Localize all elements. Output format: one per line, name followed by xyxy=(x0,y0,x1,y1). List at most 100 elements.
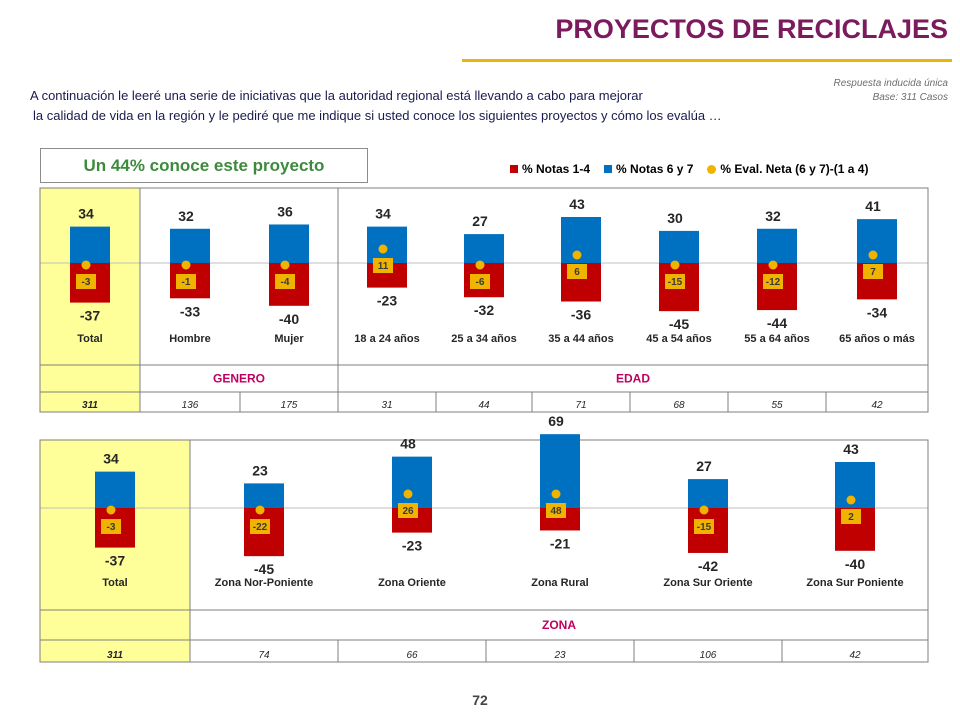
bar-positive xyxy=(170,228,210,263)
base-count: 311 xyxy=(82,400,98,411)
note-response-type: Respuesta inducida única xyxy=(833,78,948,89)
label-positive: 43 xyxy=(569,196,585,212)
net-value-box xyxy=(275,274,295,289)
category-label: 18 a 24 años xyxy=(354,333,419,345)
label-negative: -42 xyxy=(698,558,718,574)
net-value-box xyxy=(470,274,490,289)
label-positive: 27 xyxy=(696,458,712,474)
net-value-label: -4 xyxy=(281,277,290,288)
legend-item-positive: % Notas 6 y 7 xyxy=(604,162,693,176)
bar-positive xyxy=(392,456,432,508)
awareness-callout: Un 44% conoce este proyecto xyxy=(40,148,368,183)
category-label: 55 a 64 años xyxy=(744,333,809,345)
chart-legend: % Notas 1-4 % Notas 6 y 7 % Eval. Neta (… xyxy=(510,162,868,176)
net-value-label: 11 xyxy=(378,261,389,272)
net-value-label: -15 xyxy=(697,522,712,533)
net-dot xyxy=(181,260,191,270)
net-value-box xyxy=(694,519,714,534)
net-dot xyxy=(670,260,680,270)
category-label: Hombre xyxy=(169,333,211,345)
note-base: Base: 311 Casos xyxy=(872,92,948,103)
group-label: GENERO xyxy=(213,372,265,386)
legend-swatch-net xyxy=(707,164,717,174)
net-value-box xyxy=(863,264,883,279)
label-positive: 36 xyxy=(277,203,293,219)
net-value-box xyxy=(398,503,418,518)
base-count: 311 xyxy=(107,650,123,661)
net-value-box xyxy=(101,519,121,534)
net-dot xyxy=(572,250,582,260)
base-count: 136 xyxy=(182,400,199,411)
base-count: 31 xyxy=(381,400,392,411)
legend-swatch-negative xyxy=(510,165,518,173)
category-label: Zona Sur Oriente xyxy=(663,577,752,589)
bar-positive xyxy=(757,228,797,263)
label-positive: 69 xyxy=(548,413,564,429)
net-value-box xyxy=(76,274,96,289)
panel-frame xyxy=(39,439,929,663)
base-count: 42 xyxy=(871,400,883,411)
intro-text: A continuación le leeré una serie de ini… xyxy=(30,86,722,126)
net-value-label: -6 xyxy=(476,277,485,288)
label-negative: -21 xyxy=(550,535,570,551)
label-negative: -34 xyxy=(867,304,887,320)
label-positive: 41 xyxy=(865,198,881,214)
bar-positive xyxy=(659,230,699,263)
net-value-label: 7 xyxy=(870,267,876,278)
net-value-label: 26 xyxy=(402,506,414,517)
category-label: 45 a 54 años xyxy=(646,333,711,345)
label-negative: -32 xyxy=(474,302,494,318)
label-negative: -44 xyxy=(767,315,787,331)
category-label: 25 a 34 años xyxy=(451,333,516,345)
bar-positive xyxy=(269,224,309,263)
group-label: EDAD xyxy=(616,372,650,386)
label-positive: 30 xyxy=(667,210,683,226)
bar-positive xyxy=(464,234,504,263)
category-label: 65 años o más xyxy=(839,333,915,345)
base-count: 106 xyxy=(700,650,717,661)
net-value-label: -3 xyxy=(82,277,91,288)
label-positive: 23 xyxy=(252,462,268,478)
bar-positive xyxy=(70,226,110,263)
label-positive: 27 xyxy=(472,213,488,229)
bar-positive xyxy=(688,479,728,508)
net-value-label: 6 xyxy=(574,267,580,278)
net-dot xyxy=(475,260,485,270)
page-title: PROYECTOS DE RECICLAJES xyxy=(555,14,948,44)
net-value-label: -22 xyxy=(253,522,268,533)
base-count: 55 xyxy=(771,400,783,411)
label-negative: -45 xyxy=(669,316,689,332)
category-label: Total xyxy=(102,577,127,589)
label-negative: -37 xyxy=(105,553,125,569)
legend-swatch-positive xyxy=(604,165,613,173)
legend-label-positive: % Notas 6 y 7 xyxy=(616,162,694,176)
bar-positive xyxy=(367,226,407,263)
legend-label-negative: % Notas 1-4 xyxy=(522,162,591,176)
legend-label-net: % Eval. Neta (6 y 7)-(1 a 4) xyxy=(720,162,869,176)
label-negative: -23 xyxy=(377,293,397,309)
base-count: 71 xyxy=(575,400,586,411)
net-value-box xyxy=(841,509,861,524)
base-note: Respuesta inducida única Base: 311 Casos xyxy=(833,77,948,105)
net-dot xyxy=(868,250,878,260)
net-dot xyxy=(846,495,856,505)
net-value-label: -12 xyxy=(766,277,781,288)
category-label: Mujer xyxy=(274,333,304,345)
net-dot xyxy=(551,489,561,499)
label-negative: -37 xyxy=(80,308,100,324)
intro-line-1: A continuación le leeré una serie de ini… xyxy=(30,88,643,103)
net-value-label: -15 xyxy=(668,277,683,288)
net-value-box xyxy=(665,274,685,289)
label-positive: 32 xyxy=(178,208,194,224)
net-value-label: 48 xyxy=(550,506,562,517)
net-value-box xyxy=(763,274,783,289)
label-positive: 43 xyxy=(843,441,859,457)
label-negative: -36 xyxy=(571,307,591,323)
label-negative: -40 xyxy=(279,311,299,327)
label-positive: 48 xyxy=(400,436,416,452)
net-dot xyxy=(403,489,413,499)
legend-item-net: % Eval. Neta (6 y 7)-(1 a 4) xyxy=(707,162,868,176)
label-negative: -23 xyxy=(402,538,422,554)
label-positive: 32 xyxy=(765,208,781,224)
